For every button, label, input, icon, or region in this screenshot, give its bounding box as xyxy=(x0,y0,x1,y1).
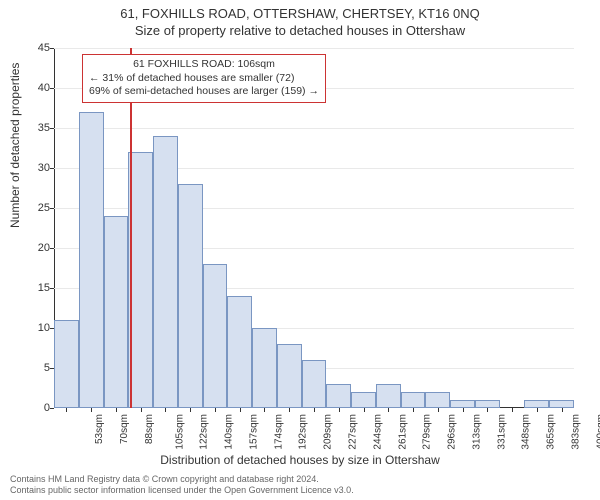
bar xyxy=(54,320,79,408)
bar xyxy=(252,328,277,408)
bar xyxy=(549,400,574,408)
y-tick-mark xyxy=(50,168,54,169)
x-tick-label: 192sqm xyxy=(298,414,309,450)
x-tick-label: 105sqm xyxy=(174,414,185,450)
y-tick-mark xyxy=(50,288,54,289)
x-tick-label: 174sqm xyxy=(273,414,284,450)
x-tick-label: 157sqm xyxy=(249,414,260,450)
x-tick-mark xyxy=(240,408,241,412)
annotation-box: 61 FOXHILLS ROAD: 106sqm← 31% of detache… xyxy=(82,54,326,103)
x-tick-mark xyxy=(487,408,488,412)
x-tick-label: 122sqm xyxy=(199,414,210,450)
x-tick-mark xyxy=(562,408,563,412)
y-tick-label: 45 xyxy=(20,42,50,54)
x-tick-label: 400sqm xyxy=(595,414,600,450)
x-tick-label: 296sqm xyxy=(447,414,458,450)
x-tick-label: 227sqm xyxy=(348,414,359,450)
x-tick-label: 53sqm xyxy=(94,414,105,444)
chart-container: 61, FOXHILLS ROAD, OTTERSHAW, CHERTSEY, … xyxy=(0,0,600,500)
x-tick-label: 313sqm xyxy=(471,414,482,450)
bar xyxy=(450,400,475,408)
footer-attribution: Contains HM Land Registry data © Crown c… xyxy=(10,474,354,496)
x-tick-mark xyxy=(364,408,365,412)
y-tick-mark xyxy=(50,48,54,49)
bar xyxy=(524,400,549,408)
bar xyxy=(376,384,401,408)
y-tick-label: 5 xyxy=(20,362,50,374)
bar xyxy=(153,136,178,408)
y-tick-label: 10 xyxy=(20,322,50,334)
bar xyxy=(277,344,302,408)
x-tick-label: 279sqm xyxy=(422,414,433,450)
x-tick-label: 331sqm xyxy=(496,414,507,450)
x-tick-mark xyxy=(537,408,538,412)
y-tick-label: 30 xyxy=(20,162,50,174)
y-tick-label: 20 xyxy=(20,242,50,254)
x-tick-label: 88sqm xyxy=(144,414,155,444)
footer-line2: Contains public sector information licen… xyxy=(10,485,354,496)
bar xyxy=(104,216,129,408)
x-tick-mark xyxy=(165,408,166,412)
bar xyxy=(79,112,104,408)
bar xyxy=(178,184,203,408)
x-tick-label: 209sqm xyxy=(323,414,334,450)
y-tick-mark xyxy=(50,248,54,249)
x-tick-label: 70sqm xyxy=(119,414,130,444)
x-tick-label: 244sqm xyxy=(372,414,383,450)
x-tick-mark xyxy=(141,408,142,412)
bar xyxy=(326,384,351,408)
bar xyxy=(475,400,500,408)
bar xyxy=(401,392,426,408)
y-tick-mark xyxy=(50,88,54,89)
annotation-line1: 61 FOXHILLS ROAD: 106sqm xyxy=(89,58,319,72)
y-tick-label: 15 xyxy=(20,282,50,294)
y-tick-label: 35 xyxy=(20,122,50,134)
x-tick-mark xyxy=(289,408,290,412)
page-title-subtitle: Size of property relative to detached ho… xyxy=(0,21,600,38)
annotation-line3: 69% of semi-detached houses are larger (… xyxy=(89,85,319,99)
y-tick-mark xyxy=(50,408,54,409)
x-tick-label: 140sqm xyxy=(224,414,235,450)
y-tick-label: 25 xyxy=(20,202,50,214)
x-tick-mark xyxy=(66,408,67,412)
x-tick-mark xyxy=(190,408,191,412)
x-axis-label: Distribution of detached houses by size … xyxy=(0,453,600,467)
bar xyxy=(203,264,228,408)
bar xyxy=(302,360,327,408)
annotation-line2: ← 31% of detached houses are smaller (72… xyxy=(89,72,319,86)
bar xyxy=(351,392,376,408)
x-tick-mark xyxy=(388,408,389,412)
x-tick-label: 383sqm xyxy=(570,414,581,450)
x-tick-mark xyxy=(91,408,92,412)
y-tick-mark xyxy=(50,208,54,209)
x-tick-mark xyxy=(413,408,414,412)
bar xyxy=(227,296,252,408)
bar xyxy=(425,392,450,408)
y-tick-label: 40 xyxy=(20,82,50,94)
x-tick-label: 365sqm xyxy=(546,414,557,450)
x-tick-label: 348sqm xyxy=(521,414,532,450)
x-tick-mark xyxy=(215,408,216,412)
x-tick-mark xyxy=(463,408,464,412)
x-tick-mark xyxy=(264,408,265,412)
footer-line1: Contains HM Land Registry data © Crown c… xyxy=(10,474,354,485)
x-tick-mark xyxy=(314,408,315,412)
y-tick-mark xyxy=(50,128,54,129)
y-tick-label: 0 xyxy=(20,402,50,414)
page-title-address: 61, FOXHILLS ROAD, OTTERSHAW, CHERTSEY, … xyxy=(0,0,600,21)
x-tick-mark xyxy=(512,408,513,412)
x-tick-mark xyxy=(438,408,439,412)
x-tick-label: 261sqm xyxy=(397,414,408,450)
x-tick-mark xyxy=(116,408,117,412)
x-tick-mark xyxy=(339,408,340,412)
